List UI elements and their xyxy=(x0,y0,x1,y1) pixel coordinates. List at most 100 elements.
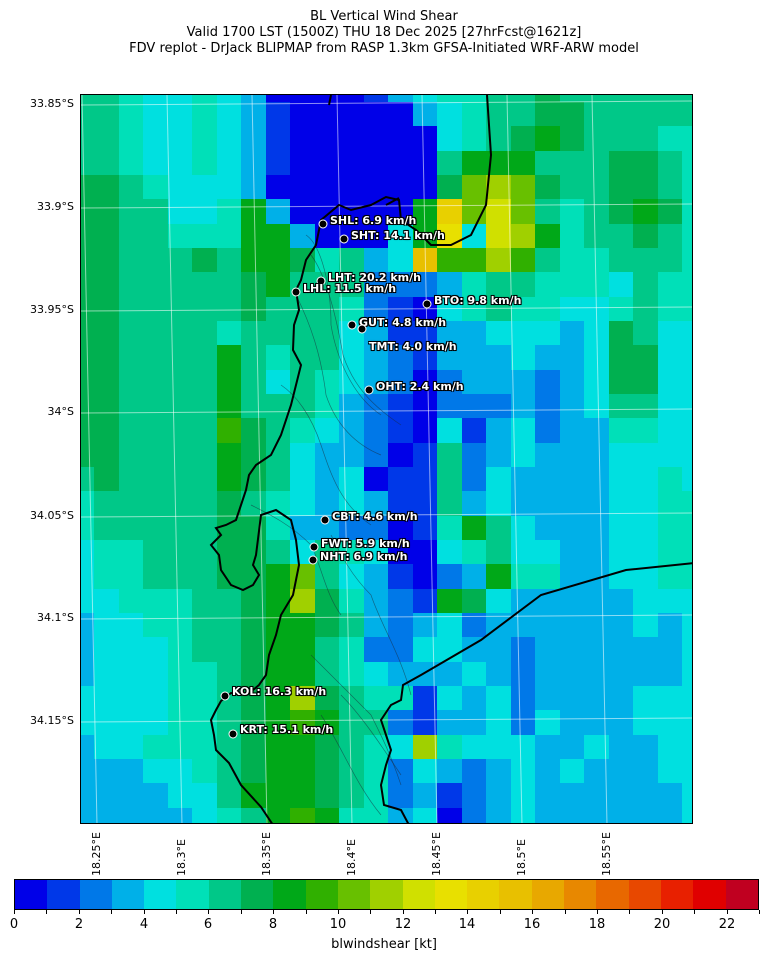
heatmap-cell xyxy=(364,151,388,175)
heatmap-cell xyxy=(339,175,364,199)
station-dot[interactable] xyxy=(316,276,326,286)
heatmap-cell xyxy=(658,272,682,297)
station-dot[interactable] xyxy=(339,234,349,244)
heatmap-cell xyxy=(266,467,290,491)
coastline xyxy=(209,95,692,823)
heatmap-cell xyxy=(584,370,609,394)
heatmap-cell xyxy=(560,248,584,272)
heatmap-cell xyxy=(413,394,437,418)
heatmap-cell xyxy=(560,297,584,321)
heatmap-cell xyxy=(266,175,290,199)
heatmap-cell xyxy=(119,540,143,564)
heatmap-cell xyxy=(266,686,290,710)
heatmap-cell xyxy=(560,224,584,248)
colorbar-tick-label: 2 xyxy=(74,917,84,932)
colorbar-swatch xyxy=(144,880,177,909)
heatmap-cell xyxy=(119,370,143,394)
heatmap-cell xyxy=(535,102,560,126)
station-dot[interactable] xyxy=(228,729,238,739)
heatmap-cell xyxy=(241,321,266,345)
heatmap-cell xyxy=(388,248,413,272)
heatmap-cell xyxy=(584,783,609,808)
heatmap-cell xyxy=(217,126,241,151)
heatmap-cell xyxy=(168,589,192,613)
heatmap-cell xyxy=(658,443,682,467)
heatmap-cell xyxy=(94,637,119,662)
heatmap-cell xyxy=(486,175,511,199)
heatmap-cell xyxy=(658,808,682,823)
station-dot[interactable] xyxy=(364,385,374,395)
heatmap-cell xyxy=(94,516,119,540)
heatmap-cell xyxy=(192,443,217,467)
station-dot[interactable] xyxy=(291,287,301,297)
heatmap-cell xyxy=(94,151,119,175)
heatmap-cell xyxy=(315,370,339,394)
heatmap-cell xyxy=(266,199,290,224)
colorbar-tick xyxy=(273,910,274,914)
station-dot[interactable] xyxy=(320,515,330,525)
heatmap-cell xyxy=(217,613,241,637)
heatmap-cell xyxy=(241,516,266,540)
colorbar-tick xyxy=(176,910,177,914)
heatmap-cell xyxy=(339,272,364,297)
heatmap-cell xyxy=(413,175,437,199)
heatmap-cell xyxy=(364,467,388,491)
station-dot[interactable] xyxy=(347,320,357,330)
heatmap-cell xyxy=(486,345,511,370)
heatmap-cell xyxy=(143,175,168,199)
heatmap-cell xyxy=(658,759,682,783)
station-dot[interactable] xyxy=(309,542,319,552)
heatmap-cell xyxy=(584,175,609,199)
station-dot[interactable] xyxy=(220,691,230,701)
station-dot[interactable] xyxy=(308,555,318,565)
heatmap-cell xyxy=(682,443,692,467)
station-label-shl: SHL: 6.9 km/h xyxy=(330,214,417,227)
heatmap-cell xyxy=(486,199,511,224)
heatmap-cell xyxy=(290,662,315,686)
heatmap-cell xyxy=(535,272,560,297)
heatmap-cell xyxy=(609,297,633,321)
heatmap-cell xyxy=(609,126,633,151)
map-plot-area[interactable] xyxy=(80,94,693,824)
chart-subtitle-valid: Valid 1700 LST (1500Z) THU 18 Dec 2025 [… xyxy=(186,25,582,40)
heatmap-cell xyxy=(462,808,486,823)
colorbar-swatch xyxy=(111,880,145,909)
heatmap-cell xyxy=(658,345,682,370)
heatmap-cell xyxy=(339,637,364,662)
station-dot[interactable] xyxy=(318,219,328,229)
heatmap-cell xyxy=(413,808,437,823)
heatmap-cell xyxy=(143,224,168,248)
station-dot[interactable] xyxy=(422,299,432,309)
heatmap-cell xyxy=(560,564,584,589)
heatmap-cell xyxy=(462,516,486,540)
heatmap-cell xyxy=(682,345,692,370)
heatmap-cell xyxy=(682,321,692,345)
heatmap-cell xyxy=(486,248,511,272)
heatmap-cell xyxy=(511,686,535,710)
heatmap-cell xyxy=(143,443,168,467)
heatmap-cell xyxy=(511,516,535,540)
heatmap-cell xyxy=(94,589,119,613)
heatmap-cell xyxy=(290,151,315,175)
heatmap-cell xyxy=(535,686,560,710)
heatmap-cell xyxy=(388,516,413,540)
heatmap-cell xyxy=(81,224,94,248)
heatmap-cell xyxy=(364,418,388,443)
heatmap-cell xyxy=(462,540,486,564)
heatmap-cell xyxy=(290,613,315,637)
heatmap-cell xyxy=(143,735,168,759)
heatmap-cell xyxy=(584,418,609,443)
heatmap-cell xyxy=(168,637,192,662)
heatmap-cell xyxy=(560,540,584,564)
chart-subtitle-source: FDV replot - DrJack BLIPMAP from RASP 1.… xyxy=(129,41,639,56)
heatmap-cell xyxy=(560,516,584,540)
heatmap-cell xyxy=(364,175,388,199)
heatmap-cell xyxy=(413,345,437,370)
station-label-gut: GUT: 4.8 km/h xyxy=(359,316,447,329)
station-dot[interactable] xyxy=(357,324,367,334)
coastline-overlay xyxy=(81,95,692,823)
heatmap-cell xyxy=(535,224,560,248)
heatmap-cell xyxy=(168,394,192,418)
heatmap-cell xyxy=(584,394,609,418)
colorbar-tick xyxy=(208,910,209,914)
